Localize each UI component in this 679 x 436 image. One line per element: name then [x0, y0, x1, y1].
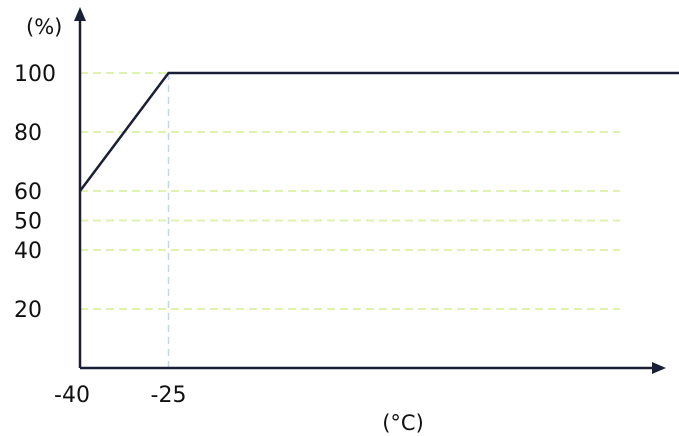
series-line-0: [79, 71, 679, 192]
series-layer: [79, 71, 679, 192]
y-tick-label-40: 40: [14, 239, 42, 264]
x-axis-unit-label: (°C): [382, 411, 424, 435]
y-tick-label-100: 100: [14, 62, 56, 87]
x-axis-arrow: [652, 362, 666, 374]
y-axis-unit-label: (%): [26, 15, 62, 39]
x-tick-label--25: -25: [151, 383, 187, 408]
y-tick-label-50: 50: [14, 210, 42, 235]
y-axis-arrow: [74, 7, 86, 21]
grid-layer: [80, 72, 620, 368]
y-tick-label-20: 20: [14, 298, 42, 323]
axis-layer: [74, 7, 666, 374]
y-tick-label-80: 80: [14, 121, 42, 146]
y-tick-label-60: 60: [14, 180, 42, 205]
x-tick-label--40: -40: [54, 383, 90, 408]
